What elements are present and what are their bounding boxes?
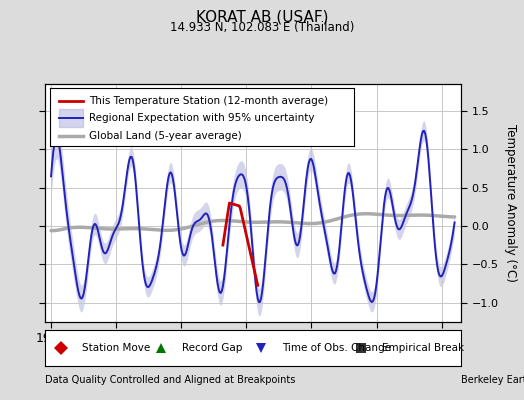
Text: Station Move: Station Move	[82, 343, 150, 353]
Text: Record Gap: Record Gap	[182, 343, 243, 353]
Text: This Temperature Station (12-month average): This Temperature Station (12-month avera…	[89, 96, 329, 106]
Text: Berkeley Earth: Berkeley Earth	[461, 375, 524, 385]
Text: Empirical Break: Empirical Break	[382, 343, 464, 353]
Text: Data Quality Controlled and Aligned at Breakpoints: Data Quality Controlled and Aligned at B…	[45, 375, 295, 385]
Text: Global Land (5-year average): Global Land (5-year average)	[89, 130, 242, 140]
Y-axis label: Temperature Anomaly (°C): Temperature Anomaly (°C)	[504, 124, 517, 282]
Text: 14.933 N, 102.083 E (Thailand): 14.933 N, 102.083 E (Thailand)	[170, 21, 354, 34]
Text: Regional Expectation with 95% uncertainty: Regional Expectation with 95% uncertaint…	[89, 113, 315, 123]
Text: Time of Obs. Change: Time of Obs. Change	[282, 343, 391, 353]
Text: KORAT AB (USAF): KORAT AB (USAF)	[196, 10, 328, 25]
